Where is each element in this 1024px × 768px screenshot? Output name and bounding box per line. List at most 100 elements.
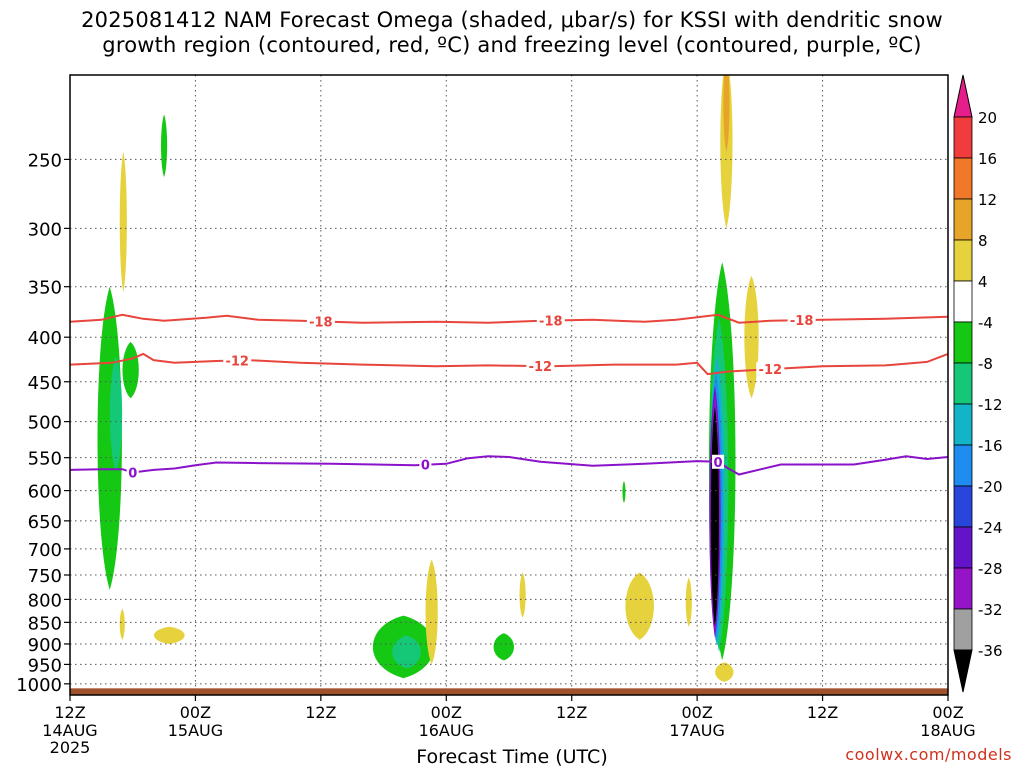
y-tick-label: 750 xyxy=(28,566,62,587)
contour-line--12 xyxy=(70,352,948,376)
x-axis-label: Forecast Time (UTC) xyxy=(416,746,608,768)
colorbar-label: -4 xyxy=(978,314,993,332)
y-tick-label: 700 xyxy=(28,540,62,561)
x-tick-label: 00Z xyxy=(431,703,462,722)
y-tick-label: 450 xyxy=(28,373,62,394)
colorbar-label: 16 xyxy=(978,150,997,168)
contour-label: -18 xyxy=(539,315,563,330)
colorbar-segment xyxy=(953,567,973,610)
colorbar-arrow-top xyxy=(953,74,973,118)
colorbar-segment xyxy=(953,362,973,405)
contour-label: -12 xyxy=(225,354,249,369)
contour-label-bg xyxy=(306,314,335,329)
omega-shade-5 xyxy=(119,608,125,640)
x-tick-date: 17AUG xyxy=(669,721,724,740)
contour-label-bg xyxy=(787,313,816,328)
plot-frame xyxy=(69,74,949,696)
colorbar-label: 4 xyxy=(978,273,988,291)
contour-label-bg xyxy=(419,457,432,472)
colorbar-label: -16 xyxy=(978,437,1003,455)
contour-label: -12 xyxy=(759,363,783,378)
omega-shade-14 xyxy=(685,577,692,627)
omega-shade-6 xyxy=(154,626,185,644)
contour-label: 0 xyxy=(128,467,137,482)
colorbar-label: -12 xyxy=(978,396,1003,414)
colorbar-segment xyxy=(953,157,973,200)
colorbar-segment xyxy=(953,280,973,323)
y-tick-label: 950 xyxy=(28,655,62,676)
x-tick-label: 12Z xyxy=(556,703,587,722)
y-tick-label: 850 xyxy=(28,613,62,634)
ground-bar xyxy=(70,688,948,695)
colorbar-label: 8 xyxy=(978,232,988,250)
contour-label-bg xyxy=(712,454,725,469)
colorbar-segment xyxy=(953,608,973,651)
omega-shade-16 xyxy=(723,75,730,152)
colorbar-segment xyxy=(953,198,973,241)
contour-label-bg xyxy=(756,362,785,377)
x-tick-label: 12Z xyxy=(54,703,85,722)
omega-shade-12 xyxy=(622,481,626,503)
colorbar-segment xyxy=(953,321,973,364)
contour-label-bg xyxy=(223,353,252,368)
colorbar-label: -36 xyxy=(978,642,1003,660)
y-tick-label: 600 xyxy=(28,482,62,503)
omega-shade-4 xyxy=(122,341,139,399)
colorbar-arrow-bottom xyxy=(953,649,973,693)
contour-label: 0 xyxy=(421,459,430,474)
omega-shade-9 xyxy=(425,559,438,665)
colorbar-segment xyxy=(953,444,973,487)
y-tick-label: 350 xyxy=(28,278,62,299)
x-tick-date: 16AUG xyxy=(419,721,474,740)
omega-shade-0 xyxy=(119,151,127,293)
colorbar-label: -28 xyxy=(978,560,1003,578)
colorbar-segment xyxy=(953,485,973,528)
contour-label: -18 xyxy=(309,315,333,330)
y-tick-label: 1000 xyxy=(16,675,62,696)
contour-label-bg xyxy=(526,359,555,374)
x-tick-label: 12Z xyxy=(807,703,838,722)
colorbar-label: -24 xyxy=(978,519,1003,537)
omega-shade-11 xyxy=(519,572,526,618)
colorbar-label: -8 xyxy=(978,355,993,373)
omega-shade-10 xyxy=(493,633,514,661)
x-tick-label: 12Z xyxy=(305,703,336,722)
colorbar-segment xyxy=(953,526,973,569)
colorbar-label: -20 xyxy=(978,478,1003,496)
chart-title-line1: 2025081412 NAM Forecast Omega (shaded, μ… xyxy=(81,8,943,32)
colorbar-label: 20 xyxy=(978,109,997,127)
y-tick-label: 900 xyxy=(28,635,62,656)
x-tick-year: 2025 xyxy=(50,738,91,757)
colorbar-segment xyxy=(953,116,973,159)
x-tick-label: 00Z xyxy=(932,703,963,722)
contour-label-bg xyxy=(536,313,565,328)
omega-shade-13 xyxy=(625,572,654,640)
contour-label-bg xyxy=(126,465,139,480)
y-tick-label: 650 xyxy=(28,512,62,533)
y-tick-label: 550 xyxy=(28,449,62,470)
y-tick-label: 250 xyxy=(28,150,62,171)
contour-label: -12 xyxy=(529,360,553,375)
contour-label: -18 xyxy=(790,314,814,329)
x-tick-label: 00Z xyxy=(681,703,712,722)
y-tick-label: 500 xyxy=(28,413,62,434)
omega-shade-8 xyxy=(392,635,421,669)
x-tick-date: 18AUG xyxy=(920,721,975,740)
omega-shade-3 xyxy=(109,355,123,472)
contour-line--18 xyxy=(70,313,948,324)
x-tick-date: 14AUG xyxy=(42,721,97,740)
y-tick-label: 400 xyxy=(28,328,62,349)
source-credit: coolwx.com/models xyxy=(845,745,1012,764)
y-tick-label: 800 xyxy=(28,590,62,611)
contour-line-0 xyxy=(70,455,948,476)
colorbar-segment xyxy=(953,403,973,446)
y-tick-label: 300 xyxy=(28,219,62,240)
x-tick-date: 15AUG xyxy=(168,721,223,740)
omega-shade-18 xyxy=(715,662,734,682)
colorbar-label: 12 xyxy=(978,191,997,209)
chart-title-line2: growth region (contoured, red, ºC) and f… xyxy=(102,33,922,57)
x-tick-label: 00Z xyxy=(180,703,211,722)
contour-label: 0 xyxy=(714,456,723,471)
omega-shade-1 xyxy=(161,114,168,178)
